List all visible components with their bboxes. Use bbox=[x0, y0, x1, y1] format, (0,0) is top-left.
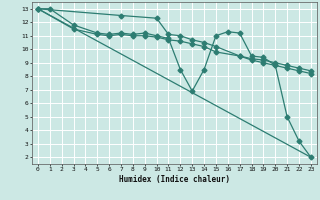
X-axis label: Humidex (Indice chaleur): Humidex (Indice chaleur) bbox=[119, 175, 230, 184]
